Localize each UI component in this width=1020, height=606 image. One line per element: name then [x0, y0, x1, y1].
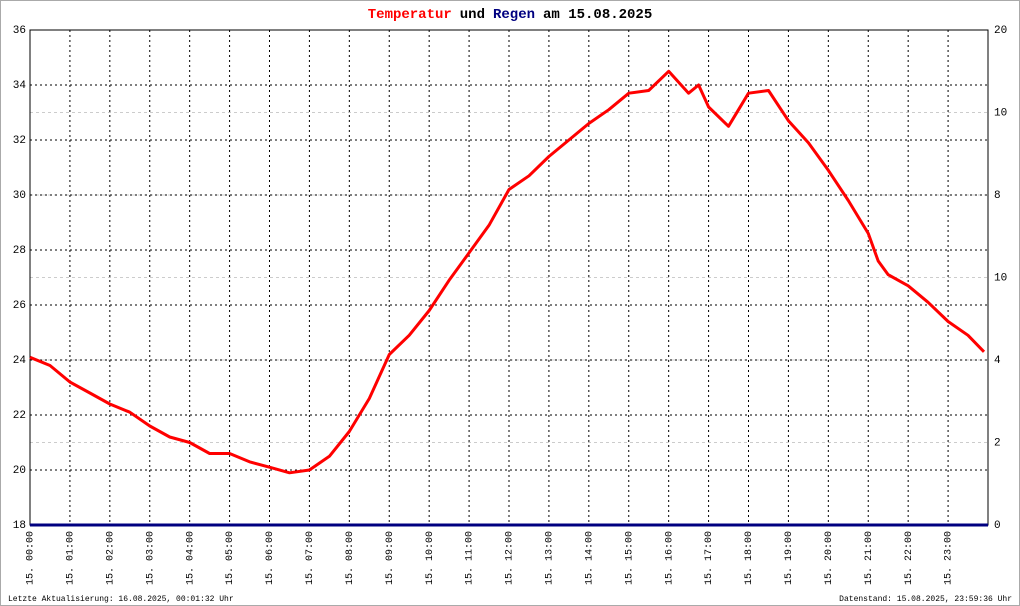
x-tick-label: 15. 04:00: [185, 531, 196, 585]
title-part: am 15.08.2025: [543, 7, 652, 23]
y2-tick-label: 4: [994, 355, 1001, 367]
x-tick-label: 15. 17:00: [704, 531, 715, 585]
x-tick-label: 15. 11:00: [465, 531, 476, 585]
x-tick-label: 15. 19:00: [784, 531, 795, 585]
y2-tick-label: 2: [994, 437, 1001, 449]
chart-title: Temperatur und Regen am 15.08.2025: [368, 7, 652, 23]
x-tick-label: 15. 10:00: [425, 531, 436, 585]
x-tick-label: 15. 23:00: [944, 531, 955, 585]
series-line: [29, 69, 986, 475]
x-tick-label: 15. 16:00: [664, 531, 675, 585]
x-tick-label: 15. 02:00: [105, 531, 116, 585]
x-tick-label: 15. 07:00: [305, 531, 316, 585]
y2-tick-label: 0: [994, 520, 1001, 532]
footer-right: Datenstand: 15.08.2025, 23:59:36 Uhr: [839, 595, 1012, 604]
y2-tick-label: 20: [994, 25, 1007, 37]
footer-left: Letzte Aktualisierung: 16.08.2025, 00:01…: [8, 595, 234, 604]
x-tick-label: 15. 14:00: [584, 531, 595, 585]
x-tick-label: 15. 08:00: [345, 531, 356, 585]
x-tick-label: 15. 09:00: [385, 531, 396, 585]
y-tick-label: 22: [13, 410, 26, 422]
x-tick-label: 15. 13:00: [545, 531, 556, 585]
title-part: Regen: [493, 7, 535, 23]
title-part: Temperatur: [368, 7, 452, 23]
x-tick-label: 15. 15:00: [624, 531, 635, 585]
x-tick-label: 15. 22:00: [904, 531, 915, 585]
title-part: und: [460, 7, 485, 23]
y-tick-label: 20: [13, 465, 26, 477]
y-tick-label: 28: [13, 245, 26, 257]
x-tick-label: 15. 03:00: [145, 531, 156, 585]
x-tick-label: 15. 01:00: [66, 531, 77, 585]
y2-tick-label: 10: [994, 272, 1007, 284]
x-tick-label: 15. 05:00: [225, 531, 236, 585]
y-tick-label: 24: [13, 355, 27, 367]
y-tick-label: 18: [13, 520, 26, 532]
y2-tick-label: 10: [994, 107, 1007, 119]
y-tick-label: 34: [13, 80, 27, 92]
y-tick-label: 32: [13, 135, 26, 147]
y-tick-label: 30: [13, 190, 26, 202]
x-tick-label: 15. 21:00: [864, 531, 875, 585]
x-tick-label: 15. 18:00: [744, 531, 755, 585]
x-tick-label: 15. 06:00: [265, 531, 276, 585]
y-tick-label: 36: [13, 25, 26, 37]
x-tick-label: 15. 00:00: [26, 531, 37, 585]
x-tick-label: 15. 20:00: [824, 531, 835, 585]
y-tick-label: 26: [13, 300, 26, 312]
y2-tick-label: 8: [994, 190, 1001, 202]
x-tick-label: 15. 12:00: [505, 531, 516, 585]
